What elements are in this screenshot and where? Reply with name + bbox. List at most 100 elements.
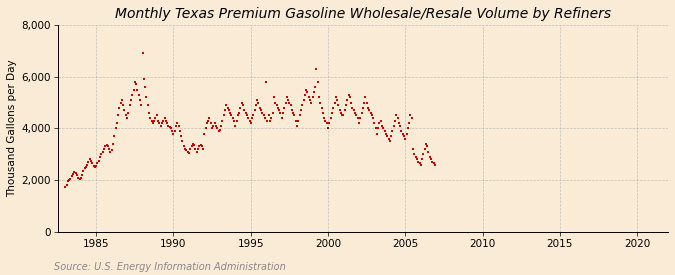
Point bbox=[161, 119, 171, 123]
Point bbox=[211, 123, 221, 128]
Point bbox=[61, 183, 72, 187]
Point bbox=[118, 103, 129, 107]
Point bbox=[226, 113, 237, 118]
Point bbox=[398, 131, 408, 136]
Point bbox=[204, 116, 215, 120]
Point bbox=[76, 175, 86, 180]
Point bbox=[422, 144, 433, 149]
Point bbox=[78, 169, 89, 173]
Point bbox=[97, 149, 108, 154]
Point bbox=[385, 134, 396, 138]
Point bbox=[163, 123, 173, 128]
Point bbox=[425, 155, 435, 159]
Point bbox=[202, 121, 213, 125]
Point bbox=[334, 108, 345, 112]
Point bbox=[418, 152, 429, 156]
Point bbox=[341, 103, 352, 107]
Point bbox=[280, 100, 291, 105]
Point bbox=[294, 113, 305, 118]
Point bbox=[310, 85, 321, 89]
Point bbox=[396, 129, 407, 133]
Point bbox=[63, 179, 74, 184]
Point bbox=[240, 111, 251, 115]
Point bbox=[276, 116, 287, 120]
Point bbox=[142, 103, 153, 107]
Point bbox=[319, 116, 329, 120]
Point bbox=[245, 121, 256, 125]
Point bbox=[410, 155, 421, 159]
Point bbox=[320, 119, 331, 123]
Point bbox=[323, 126, 333, 131]
Point bbox=[236, 100, 247, 105]
Point bbox=[239, 108, 250, 112]
Point bbox=[234, 111, 244, 115]
Point bbox=[391, 113, 402, 118]
Point bbox=[324, 121, 335, 125]
Point bbox=[388, 123, 399, 128]
Point bbox=[401, 131, 412, 136]
Point bbox=[169, 129, 180, 133]
Point bbox=[126, 98, 136, 102]
Point bbox=[357, 106, 368, 110]
Point bbox=[352, 116, 363, 120]
Point bbox=[252, 98, 263, 102]
Point bbox=[190, 147, 201, 151]
Point bbox=[194, 144, 205, 149]
Point bbox=[95, 155, 105, 159]
Point bbox=[355, 116, 366, 120]
Point bbox=[93, 158, 104, 163]
Point bbox=[267, 111, 278, 115]
Point bbox=[304, 98, 315, 102]
Point bbox=[297, 103, 308, 107]
Point bbox=[262, 119, 273, 123]
Point bbox=[137, 51, 148, 56]
Point bbox=[231, 119, 242, 123]
Point bbox=[354, 121, 364, 125]
Point bbox=[271, 103, 282, 107]
Point bbox=[138, 77, 149, 81]
Point bbox=[164, 125, 175, 129]
Point bbox=[100, 144, 111, 149]
Point bbox=[209, 121, 220, 125]
Point bbox=[69, 170, 80, 175]
Point bbox=[321, 121, 332, 125]
Point bbox=[333, 103, 344, 107]
Point bbox=[115, 100, 126, 105]
Point bbox=[154, 121, 165, 125]
Point bbox=[83, 160, 94, 164]
Point bbox=[409, 152, 420, 156]
Point bbox=[145, 116, 156, 120]
Point bbox=[328, 106, 339, 110]
Point bbox=[227, 116, 238, 120]
Point bbox=[132, 87, 143, 92]
Point bbox=[223, 108, 234, 112]
Point bbox=[80, 165, 91, 169]
Point bbox=[408, 147, 418, 151]
Point bbox=[273, 106, 284, 110]
Point bbox=[315, 100, 326, 105]
Point bbox=[394, 121, 404, 125]
Point bbox=[261, 79, 271, 84]
Point bbox=[130, 79, 140, 84]
Point bbox=[229, 119, 240, 123]
Point bbox=[158, 119, 169, 123]
Point bbox=[415, 163, 426, 167]
Point bbox=[117, 98, 128, 102]
Point bbox=[172, 121, 183, 125]
Y-axis label: Thousand Gallons per Day: Thousand Gallons per Day bbox=[7, 60, 17, 197]
Point bbox=[367, 113, 377, 118]
Point bbox=[230, 123, 241, 128]
Point bbox=[414, 161, 425, 166]
Point bbox=[222, 106, 233, 110]
Point bbox=[151, 113, 162, 118]
Title: Monthly Texas Premium Gasoline Wholesale/Resale Volume by Refiners: Monthly Texas Premium Gasoline Wholesale… bbox=[115, 7, 611, 21]
Point bbox=[374, 121, 385, 125]
Point bbox=[96, 152, 107, 156]
Point bbox=[387, 129, 398, 133]
Point bbox=[284, 100, 295, 105]
Point bbox=[131, 82, 142, 87]
Point bbox=[279, 106, 290, 110]
Point bbox=[188, 142, 198, 146]
Point bbox=[369, 121, 380, 125]
Point bbox=[358, 100, 369, 105]
